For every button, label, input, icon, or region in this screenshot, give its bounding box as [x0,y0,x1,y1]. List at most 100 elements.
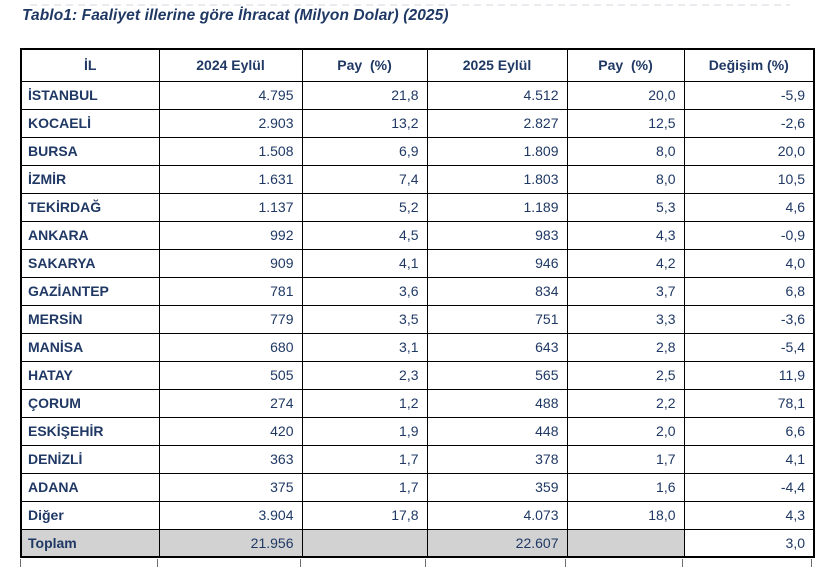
column-header-4: Pay (%) [566,48,685,82]
column-header-5: Değişim (%) [683,48,815,82]
province-cell: İSTANBUL [20,80,160,110]
total-row: Toplam 21.956 22.607 3,0 [20,528,815,558]
column-header-3: 2025 Eylül [426,48,568,82]
province-cell: TEKİRDAĞ [20,192,160,222]
value-cell: -5,4 [683,332,815,362]
value-cell: 1.508 [158,136,303,166]
value-cell: 2.903 [158,108,303,138]
cropped-text-artifact [30,4,790,6]
value-cell: 1,2 [301,388,428,418]
table-body: İSTANBUL 4.795 21,8 4.512 20,0 -5,9 KOCAELİ 2.9… [20,80,815,530]
province-cell: ADANA [20,472,160,502]
export-by-province-table: İL 2024 Eylül Pay (%) 2025 Eylül Pay (%) Deği… [20,48,815,558]
value-cell: 4,2 [566,248,685,278]
table-row: KOCAELİ 2.903 13,2 2.827 12,5 -2,6 [20,108,815,138]
cropped-gridline-stub [425,559,426,567]
value-cell: 946 [426,248,568,278]
value-cell: 4,6 [683,192,815,222]
value-cell: 2.827 [426,108,568,138]
value-cell: -2,6 [683,108,815,138]
value-cell: 5,2 [301,192,428,222]
province-cell: SAKARYA [20,248,160,278]
value-cell: 6,8 [683,276,815,306]
value-cell: 1.809 [426,136,568,166]
value-cell: 2,8 [566,332,685,362]
cropped-gridline-stub [300,559,301,567]
value-cell: 4,3 [683,500,815,530]
value-cell: 20,0 [566,80,685,110]
value-cell: 565 [426,360,568,390]
value-cell: 3,6 [301,276,428,306]
value-cell: 363 [158,444,303,474]
province-cell: İZMİR [20,164,160,194]
total-label-cell: Toplam [20,528,160,558]
value-cell: -4,4 [683,472,815,502]
cropped-gridline-stub [682,559,683,567]
value-cell: 359 [426,472,568,502]
value-cell: 751 [426,304,568,334]
value-cell: 779 [158,304,303,334]
province-cell: HATAY [20,360,160,390]
value-cell: 4,1 [301,248,428,278]
province-cell: DENİZLİ [20,444,160,474]
value-cell: 643 [426,332,568,362]
table-row: MERSİN 779 3,5 751 3,3 -3,6 [20,304,815,334]
value-cell: 4.073 [426,500,568,530]
table-row: MANİSA 680 3,1 643 2,8 -5,4 [20,332,815,362]
value-cell: 4,0 [683,248,815,278]
column-header-1: 2024 Eylül [158,48,303,82]
value-cell: 1.803 [426,164,568,194]
value-cell: 2,0 [566,416,685,446]
value-cell: 4,5 [301,220,428,250]
value-cell: 1.631 [158,164,303,194]
province-cell: MERSİN [20,304,160,334]
value-cell: 992 [158,220,303,250]
value-cell: 5,3 [566,192,685,222]
value-cell: 3,7 [566,276,685,306]
value-cell: 4,3 [566,220,685,250]
value-cell: 3,5 [301,304,428,334]
value-cell: 274 [158,388,303,418]
header-row: İL 2024 Eylül Pay (%) 2025 Eylül Pay (%) Deği… [20,48,815,82]
province-cell: ÇORUM [20,388,160,418]
table-row: HATAY 505 2,3 565 2,5 11,9 [20,360,815,390]
value-cell: 18,0 [566,500,685,530]
cropped-gridline-stub [811,559,812,567]
table-footer: Toplam 21.956 22.607 3,0 [20,528,815,558]
value-cell: 13,2 [301,108,428,138]
value-cell: 8,0 [566,164,685,194]
value-cell: 2,2 [566,388,685,418]
value-cell: 7,4 [301,164,428,194]
value-cell: 3,3 [566,304,685,334]
value-cell: 680 [158,332,303,362]
province-cell: Diğer [20,500,160,530]
value-cell: -5,9 [683,80,815,110]
table-row: SAKARYA 909 4,1 946 4,2 4,0 [20,248,815,278]
value-cell: 375 [158,472,303,502]
cropped-gridline-stub [157,559,158,567]
value-cell: 17,8 [301,500,428,530]
total-value-cell [301,528,428,558]
value-cell: 4,1 [683,444,815,474]
province-cell: KOCAELİ [20,108,160,138]
value-cell: 983 [426,220,568,250]
value-cell: 1.137 [158,192,303,222]
value-cell: 3.904 [158,500,303,530]
value-cell: 505 [158,360,303,390]
value-cell: 21,8 [301,80,428,110]
value-cell: 2,3 [301,360,428,390]
value-cell: 1.189 [426,192,568,222]
value-cell: 1,9 [301,416,428,446]
value-cell: 1,7 [301,472,428,502]
value-cell: 10,5 [683,164,815,194]
table-row: İSTANBUL 4.795 21,8 4.512 20,0 -5,9 [20,80,815,110]
province-cell: GAZİANTEP [20,276,160,306]
table-row: BURSA 1.508 6,9 1.809 8,0 20,0 [20,136,815,166]
value-cell: 6,9 [301,136,428,166]
value-cell: 781 [158,276,303,306]
column-header-0: İL [20,48,160,82]
value-cell: 78,1 [683,388,815,418]
table-title: Tablo1: Faaliyet illerine göre İhracat (… [22,7,449,24]
table-row: Diğer 3.904 17,8 4.073 18,0 4,3 [20,500,815,530]
